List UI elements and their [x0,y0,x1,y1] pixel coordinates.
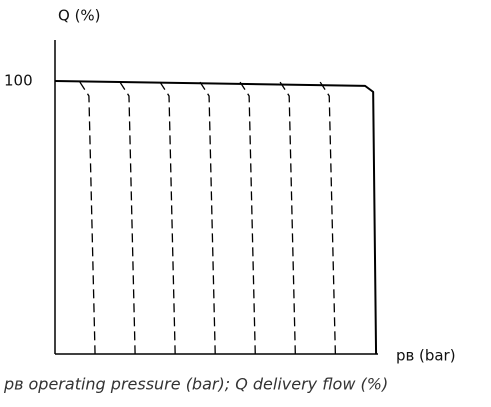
y-axis-label: Q (%) [58,7,101,25]
dashed-curve [199,81,216,355]
dashed-curve [239,81,256,355]
dashed-curve [159,81,176,355]
dashed-curve [319,81,337,355]
dashed-curve [79,81,96,355]
caption: pʙ operating pressure (bar); Q delivery … [3,375,388,394]
x-axis-label: pʙ (bar) [396,347,456,365]
dashed-curve [119,81,136,355]
dashed-curve [279,81,296,355]
characteristic-curve [54,79,378,355]
y-tick-label: 100 [4,71,33,89]
